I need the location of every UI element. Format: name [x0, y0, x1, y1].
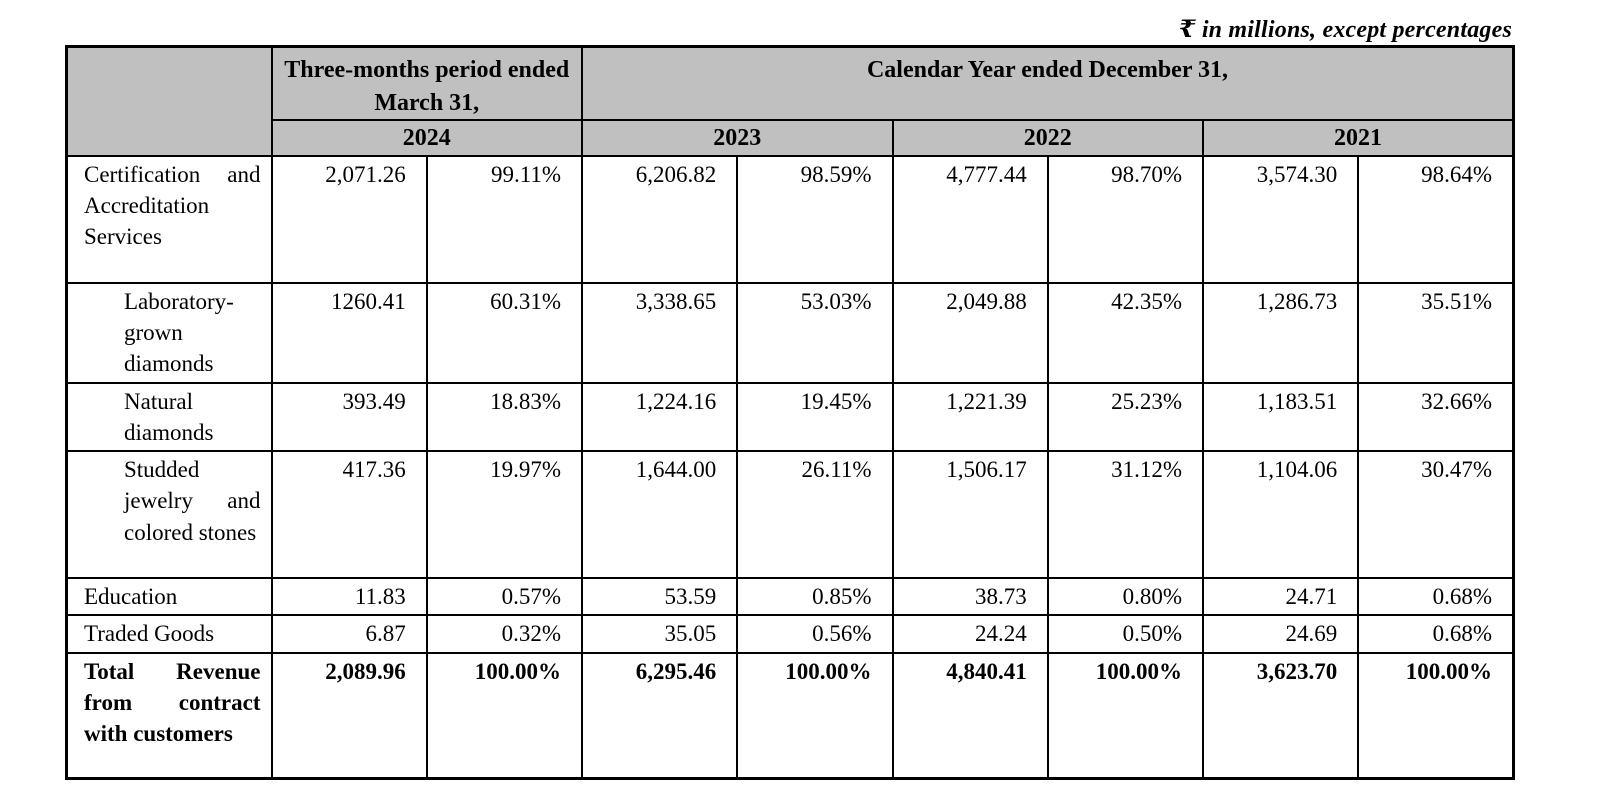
percent-cell-2024: 18.83% [425, 381, 584, 453]
value-cell-2022: 38.73 [891, 577, 1049, 617]
value-cell-2022: 4,840.41 [891, 651, 1049, 780]
value-cell-2024: 393.49 [270, 381, 428, 453]
row-label: Total Revenue from contract with custome… [65, 651, 273, 780]
percent-cell-2024: 60.31% [425, 281, 584, 384]
row-label: Natural diamonds [65, 381, 273, 453]
year-header-2022: 2022 [891, 119, 1204, 157]
percent-cell-2022: 0.50% [1046, 614, 1205, 654]
revenue-breakdown-table: Three-months period ended March 31, Cale… [65, 45, 1516, 781]
percent-cell-2022: 100.00% [1046, 651, 1205, 780]
value-cell-2024: 11.83 [270, 577, 428, 617]
row-label: Education [65, 577, 273, 617]
value-cell-2023: 6,206.82 [580, 154, 739, 284]
value-cell-2021: 3,623.70 [1201, 651, 1360, 780]
row-certification-accreditation-services: Certification and Accreditation Services… [65, 154, 1515, 284]
value-cell-2023: 35.05 [580, 614, 739, 654]
value-cell-2021: 1,286.73 [1201, 281, 1360, 384]
percent-cell-2024: 100.00% [425, 651, 584, 780]
percent-cell-2024: 19.97% [425, 450, 584, 580]
value-cell-2023: 1,644.00 [580, 450, 739, 580]
year-header-2024: 2024 [270, 119, 583, 157]
row-traded-goods: Traded Goods 6.87 0.32% 35.05 0.56% 24.2… [65, 614, 1515, 654]
percent-cell-2021: 98.64% [1357, 154, 1515, 284]
percent-cell-2021: 30.47% [1357, 450, 1515, 580]
value-cell-2024: 2,071.26 [270, 154, 428, 284]
row-label: Traded Goods [65, 614, 273, 654]
percent-cell-2023: 0.85% [736, 577, 894, 617]
row-natural-diamonds: Natural diamonds 393.49 18.83% 1,224.16 … [65, 381, 1515, 453]
value-cell-2022: 1,506.17 [891, 450, 1049, 580]
percent-cell-2023: 100.00% [736, 651, 894, 780]
percent-cell-2023: 19.45% [736, 381, 894, 453]
header-row-groups: Three-months period ended March 31, Cale… [65, 45, 1515, 157]
value-cell-2022: 24.24 [891, 614, 1049, 654]
value-cell-2021: 24.71 [1201, 577, 1360, 617]
value-cell-2024: 2,089.96 [270, 651, 428, 780]
row-total-revenue: Total Revenue from contract with custome… [65, 651, 1515, 780]
percent-cell-2023: 53.03% [736, 281, 894, 384]
percent-cell-2022: 31.12% [1046, 450, 1205, 580]
percent-cell-2021: 0.68% [1357, 577, 1515, 617]
calendar-group-header: Calendar Year ended December 31, [581, 45, 1515, 122]
row-label: Studded jewelry and colored stones [65, 450, 273, 580]
value-cell-2024: 417.36 [270, 450, 428, 580]
corner-empty-cell [65, 45, 273, 157]
value-cell-2021: 24.69 [1201, 614, 1360, 654]
row-studded-jewelry-colored-stones: Studded jewelry and colored stones 417.3… [65, 450, 1515, 580]
value-cell-2023: 6,295.46 [580, 651, 739, 780]
percent-cell-2022: 98.70% [1046, 154, 1205, 284]
percent-cell-2023: 26.11% [736, 450, 894, 580]
value-cell-2022: 2,049.88 [891, 281, 1049, 384]
value-cell-2022: 4,777.44 [891, 154, 1049, 284]
percent-cell-2022: 25.23% [1046, 381, 1205, 453]
percent-cell-2021: 35.51% [1357, 281, 1515, 384]
row-label: Laboratory-grown diamonds [65, 281, 273, 384]
value-cell-2023: 1,224.16 [580, 381, 739, 453]
units-note: ₹ in millions, except percentages [1178, 17, 1512, 43]
value-cell-2024: 6.87 [270, 614, 428, 654]
year-header-2021: 2021 [1202, 119, 1515, 157]
row-label: Certification and Accreditation Services [65, 154, 273, 284]
percent-cell-2021: 100.00% [1357, 651, 1515, 780]
year-header-2023: 2023 [581, 119, 894, 157]
percent-cell-2023: 0.56% [736, 614, 894, 654]
value-cell-2023: 53.59 [580, 577, 739, 617]
percent-cell-2023: 98.59% [736, 154, 894, 284]
percent-cell-2024: 99.11% [425, 154, 584, 284]
percent-cell-2021: 32.66% [1357, 381, 1515, 453]
percent-cell-2024: 0.57% [425, 577, 584, 617]
value-cell-2023: 3,338.65 [580, 281, 739, 384]
percent-cell-2022: 42.35% [1046, 281, 1205, 384]
header-row-years: 2024 2023 2022 2021 [67, 119, 1515, 157]
percent-cell-2024: 0.32% [425, 614, 584, 654]
value-cell-2022: 1,221.39 [891, 381, 1049, 453]
value-cell-2021: 1,183.51 [1201, 381, 1360, 453]
value-cell-2021: 3,574.30 [1201, 154, 1360, 284]
period-group-header: Three-months period ended March 31, [270, 45, 583, 122]
value-cell-2021: 1,104.06 [1201, 450, 1360, 580]
value-cell-2024: 1260.41 [270, 281, 428, 384]
row-education: Education 11.83 0.57% 53.59 0.85% 38.73 … [65, 577, 1515, 617]
percent-cell-2022: 0.80% [1046, 577, 1205, 617]
row-laboratory-grown-diamonds: Laboratory-grown diamonds 1260.41 60.31%… [65, 281, 1515, 384]
percent-cell-2021: 0.68% [1357, 614, 1515, 654]
